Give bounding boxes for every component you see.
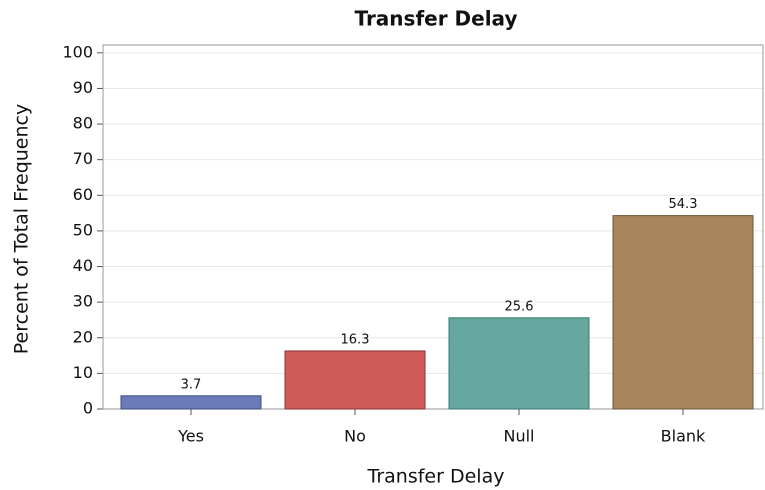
- y-tick-label: 60: [73, 185, 93, 204]
- chart-title: Transfer Delay: [355, 7, 518, 31]
- y-tick-label: 90: [73, 78, 93, 97]
- x-axis-label: Transfer Delay: [367, 466, 505, 488]
- value-label: 54.3: [669, 197, 698, 212]
- plot-frame: [102, 44, 764, 410]
- y-axis-label: Percent of Total Frequency: [11, 104, 33, 354]
- bar: [612, 215, 754, 410]
- y-tick-label: 40: [73, 256, 93, 275]
- y-tick-label: 100: [62, 42, 93, 61]
- value-label: 3.7: [181, 377, 202, 392]
- y-tick-label: 20: [73, 327, 93, 346]
- value-label: 16.3: [341, 332, 370, 347]
- x-tick-label: No: [344, 427, 366, 446]
- y-tick-label: 10: [73, 363, 93, 382]
- y-tick-label: 30: [73, 292, 93, 311]
- x-tick-label: Null: [504, 427, 535, 446]
- y-tick-label: 0: [83, 399, 93, 418]
- y-tick-label: 70: [73, 149, 93, 168]
- y-tick-label: 50: [73, 220, 93, 239]
- value-label: 25.6: [505, 299, 534, 314]
- bar: [120, 395, 262, 410]
- y-tick-label: 80: [73, 114, 93, 133]
- bar: [448, 317, 590, 410]
- x-tick-label: Blank: [661, 427, 706, 446]
- bar: [284, 350, 426, 410]
- x-tick-label: Yes: [177, 427, 204, 446]
